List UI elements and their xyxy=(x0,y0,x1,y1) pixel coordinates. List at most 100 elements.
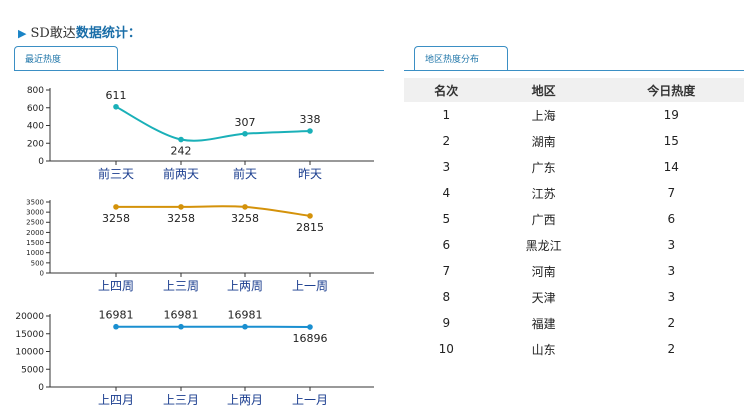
x-tick-label: 上三周 xyxy=(163,279,199,293)
x-tick-label: 上两月 xyxy=(227,393,263,407)
data-point xyxy=(113,204,119,210)
data-label: 16981 xyxy=(164,309,199,322)
y-tick-label: 10000 xyxy=(15,348,44,358)
data-label: 242 xyxy=(171,145,192,158)
region-cell: 山东 xyxy=(531,342,556,357)
x-tick-label: 前两天 xyxy=(163,166,199,181)
x-tick-label: 上两周 xyxy=(227,279,263,293)
heat-cell: 7 xyxy=(667,186,676,200)
y-tick-label: 600 xyxy=(27,104,44,114)
tab-recent-heat-label: 最近热度 xyxy=(25,55,62,65)
title-prefix: SD敢达 xyxy=(30,26,76,41)
y-tick-label: 200 xyxy=(27,139,44,149)
data-point xyxy=(178,323,184,330)
region-cell: 广西 xyxy=(531,212,556,227)
monthly-heat-chart: 0 5000 10000 15000 20000 上四月 上三月 上两月 上一月 16981 169… xyxy=(15,309,374,407)
table-row: 9 福建 2 xyxy=(404,310,744,336)
x-tick-label: 上一月 xyxy=(292,393,328,407)
table-header-row: 名次 地区 今日热度 xyxy=(404,78,744,102)
rank-cell: 5 xyxy=(442,212,451,226)
rank-cell: 6 xyxy=(442,238,451,252)
data-label: 16981 xyxy=(99,309,134,322)
x-tick-label: 昨天 xyxy=(298,167,322,181)
heat-cell: 3 xyxy=(667,238,676,252)
y-tick-label: 5000 xyxy=(21,365,44,375)
region-cell: 福建 xyxy=(531,316,556,331)
table-row: 7 河南 3 xyxy=(404,258,744,284)
rank-cell: 4 xyxy=(442,186,451,200)
y-tick-label: 0 xyxy=(38,383,44,393)
y-tick-label: 0 xyxy=(38,157,44,167)
series-line xyxy=(115,105,311,142)
y-tick-label: 20000 xyxy=(15,312,44,322)
triangle-right-icon: ▶ xyxy=(18,27,27,40)
y-tick-label: 1000 xyxy=(26,249,44,257)
tab-region-heat[interactable]: 地区热度分布 xyxy=(414,46,508,70)
y-tick-label: 2500 xyxy=(26,219,44,227)
data-point xyxy=(242,323,248,330)
y-tick-label: 2000 xyxy=(26,229,44,237)
y-tick-label: 15000 xyxy=(15,330,44,340)
x-tick-label: 上一周 xyxy=(292,279,328,293)
weekly-heat-chart: 0 500 1000 1500 2000 2500 3000 3500 上四周 上三周 上两周 上一周… xyxy=(26,198,374,293)
data-point xyxy=(113,103,119,110)
page-title: ▶ SD敢达数据统计： xyxy=(18,22,141,41)
heat-cell: 3 xyxy=(667,264,676,278)
tab-recent-heat[interactable]: 最近热度 xyxy=(14,46,118,70)
table-row: 8 天津 3 xyxy=(404,284,744,310)
y-tick-label: 400 xyxy=(27,122,44,132)
tab-underline-right xyxy=(404,70,744,71)
heat-cell: 19 xyxy=(663,108,679,122)
y-tick-label: 1500 xyxy=(26,239,44,247)
table-row: 5 广西 6 xyxy=(404,206,744,232)
x-tick-label: 上三月 xyxy=(163,393,199,407)
title-main: 数据统计： xyxy=(75,26,141,41)
x-tick-label: 上四周 xyxy=(98,279,134,293)
y-tick-label: 3000 xyxy=(26,209,44,217)
table-row: 4 江苏 7 xyxy=(404,180,744,206)
rank-cell: 3 xyxy=(442,160,451,174)
region-cell: 黑龙江 xyxy=(525,238,562,253)
heat-cell: 14 xyxy=(663,160,679,174)
y-tick-label: 3500 xyxy=(26,198,44,206)
region-cell: 湖南 xyxy=(531,134,556,149)
x-tick-label: 上四月 xyxy=(98,393,134,407)
heat-cell: 2 xyxy=(667,316,676,330)
region-cell: 广东 xyxy=(531,160,556,175)
rank-cell: 7 xyxy=(442,264,451,278)
rank-cell: 1 xyxy=(442,108,451,122)
heat-cell: 3 xyxy=(667,290,676,304)
tab-underline-left xyxy=(14,70,384,71)
tab-region-heat-label: 地区热度分布 xyxy=(425,55,480,65)
data-point xyxy=(178,204,184,210)
table-row: 10 山东 2 xyxy=(404,336,744,362)
header-region: 地区 xyxy=(488,78,599,102)
data-label: 3258 xyxy=(231,212,259,225)
header-rank: 名次 xyxy=(404,78,489,102)
y-tick-label: 800 xyxy=(27,86,44,96)
region-cell: 河南 xyxy=(531,264,556,279)
region-cell: 天津 xyxy=(531,290,556,305)
data-label: 16981 xyxy=(228,309,263,322)
x-tick-label: 前三天 xyxy=(98,166,134,181)
heat-cell: 2 xyxy=(667,342,676,356)
data-point xyxy=(307,324,313,330)
data-point xyxy=(178,136,184,143)
data-label: 16896 xyxy=(293,332,328,345)
rank-cell: 10 xyxy=(438,342,454,356)
data-point xyxy=(307,128,313,134)
data-point xyxy=(242,130,248,137)
region-heat-table: 名次 地区 今日热度 1 上海 19 2 湖南 15 3 广东 14 4 江苏 … xyxy=(404,78,744,362)
data-point xyxy=(242,204,248,210)
region-cell: 上海 xyxy=(531,108,556,123)
table-row: 1 上海 19 xyxy=(404,102,744,128)
data-label: 611 xyxy=(106,89,127,102)
data-label: 307 xyxy=(235,116,256,129)
y-tick-label: 0 xyxy=(40,269,44,277)
x-tick-label: 前天 xyxy=(233,166,257,181)
heat-cell: 15 xyxy=(663,134,679,148)
data-label: 338 xyxy=(300,113,321,126)
table-row: 3 广东 14 xyxy=(404,154,744,180)
table-row: 6 黑龙江 3 xyxy=(404,232,744,258)
header-today-heat: 今日热度 xyxy=(598,78,744,102)
